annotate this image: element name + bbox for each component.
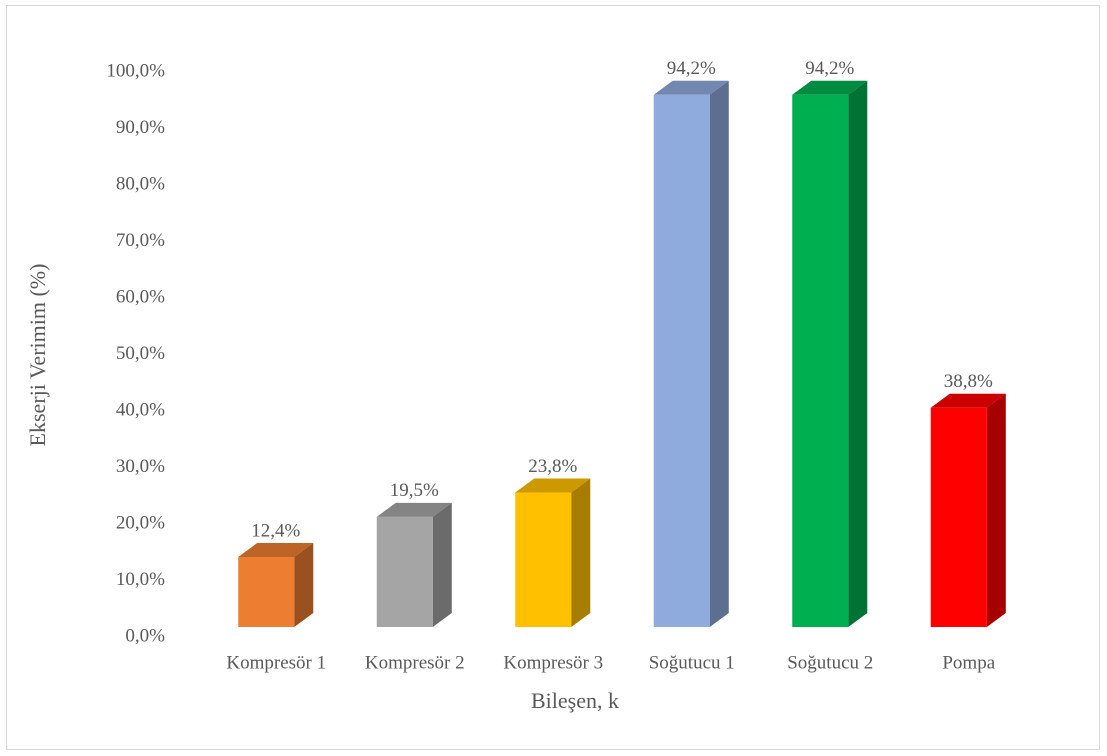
bar [515, 492, 572, 627]
x-tick-label: Soğutucu 2 [787, 652, 873, 673]
bar-top-shade [376, 502, 452, 517]
y-tick-label: 100,0% [106, 60, 165, 81]
bar [238, 556, 295, 627]
data-label: 19,5% [390, 480, 439, 501]
bar-top [515, 478, 591, 493]
bar [376, 516, 433, 627]
bar-top-shade [515, 478, 591, 493]
bar-side-shade [709, 80, 729, 627]
data-label: 12,4% [251, 520, 300, 541]
bar-top [792, 80, 868, 95]
x-tick-label: Pompa [942, 652, 995, 673]
bar [930, 407, 987, 627]
y-tick-label: 40,0% [116, 399, 165, 420]
x-tick-label: Kompresör 2 [365, 652, 465, 673]
bar [792, 94, 849, 627]
bar-top [238, 542, 314, 557]
bar-top [653, 80, 729, 95]
data-label: 94,2% [805, 58, 854, 79]
bar-side-shade [986, 393, 1006, 627]
bar-side [294, 542, 314, 627]
bar-top-shade [930, 393, 1006, 408]
y-tick-label: 60,0% [116, 286, 165, 307]
bar-side-shade [571, 478, 591, 627]
bar-side [571, 478, 591, 627]
y-tick-label: 10,0% [116, 569, 165, 590]
bar-side-shade [294, 542, 314, 627]
data-label: 23,8% [528, 456, 577, 477]
x-tick-label: Kompresör 3 [503, 652, 603, 673]
y-tick-label: 0,0% [125, 625, 165, 646]
data-label: 94,2% [667, 58, 716, 79]
chart-border [6, 5, 1100, 750]
bar-side [432, 502, 452, 627]
bar-top [930, 393, 1006, 408]
bar-side [709, 80, 729, 627]
x-axis-title: Bileşen, k [531, 688, 619, 713]
bar-top [376, 502, 452, 517]
y-tick-label: 20,0% [116, 512, 165, 533]
data-label: 38,8% [944, 371, 993, 392]
y-tick-label: 70,0% [116, 230, 165, 251]
y-tick-label: 80,0% [116, 173, 165, 194]
y-axis-title: Ekserji Verimim (%) [25, 264, 50, 447]
y-tick-label: 30,0% [116, 456, 165, 477]
bar-top-shade [238, 542, 314, 557]
bar-side [848, 80, 868, 627]
y-tick-label: 50,0% [116, 343, 165, 364]
bar [653, 94, 710, 627]
y-tick-label: 90,0% [116, 117, 165, 138]
bar-side-shade [432, 502, 452, 627]
x-tick-label: Soğutucu 1 [649, 652, 735, 673]
bar-side-shade [848, 80, 868, 627]
x-tick-label: Kompresör 1 [226, 652, 326, 673]
bar-top-shade [792, 80, 868, 95]
bar-side [986, 393, 1006, 627]
bar-top-shade [653, 80, 729, 95]
